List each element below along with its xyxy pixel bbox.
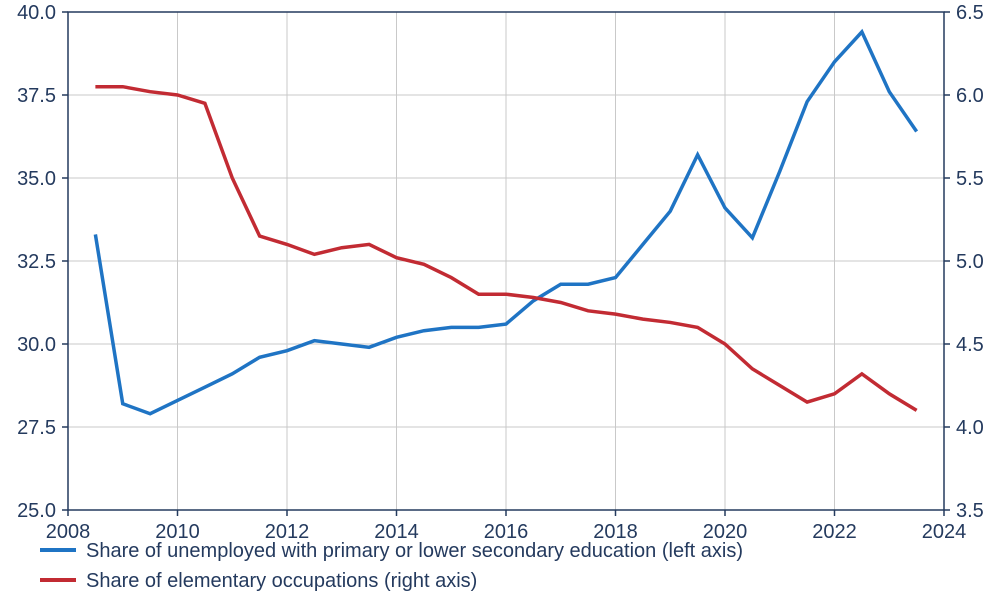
legend-label: Share of unemployed with primary or lowe… xyxy=(86,540,743,562)
y-right-tick-label: 6.0 xyxy=(956,85,984,107)
x-tick-label: 2008 xyxy=(46,521,91,543)
legend-label: Share of elementary occupations (right a… xyxy=(86,570,477,592)
y-left-tick-label: 37.5 xyxy=(17,85,56,107)
y-left-tick-label: 30.0 xyxy=(17,334,56,356)
x-tick-label: 2024 xyxy=(922,521,967,543)
y-right-tick-label: 5.0 xyxy=(956,251,984,273)
y-left-tick-label: 27.5 xyxy=(17,417,56,439)
y-left-tick-label: 25.0 xyxy=(17,500,56,522)
y-right-tick-label: 6.5 xyxy=(956,2,984,24)
y-right-tick-label: 5.5 xyxy=(956,168,984,190)
y-right-tick-label: 4.5 xyxy=(956,334,984,356)
y-left-tick-label: 32.5 xyxy=(17,251,56,273)
y-left-tick-label: 40.0 xyxy=(17,2,56,24)
x-tick-label: 2022 xyxy=(812,521,857,543)
dual-axis-line-chart: 20082010201220142016201820202022202425.0… xyxy=(0,0,1000,600)
y-right-tick-label: 3.5 xyxy=(956,500,984,522)
y-left-tick-label: 35.0 xyxy=(17,168,56,190)
y-right-tick-label: 4.0 xyxy=(956,417,984,439)
